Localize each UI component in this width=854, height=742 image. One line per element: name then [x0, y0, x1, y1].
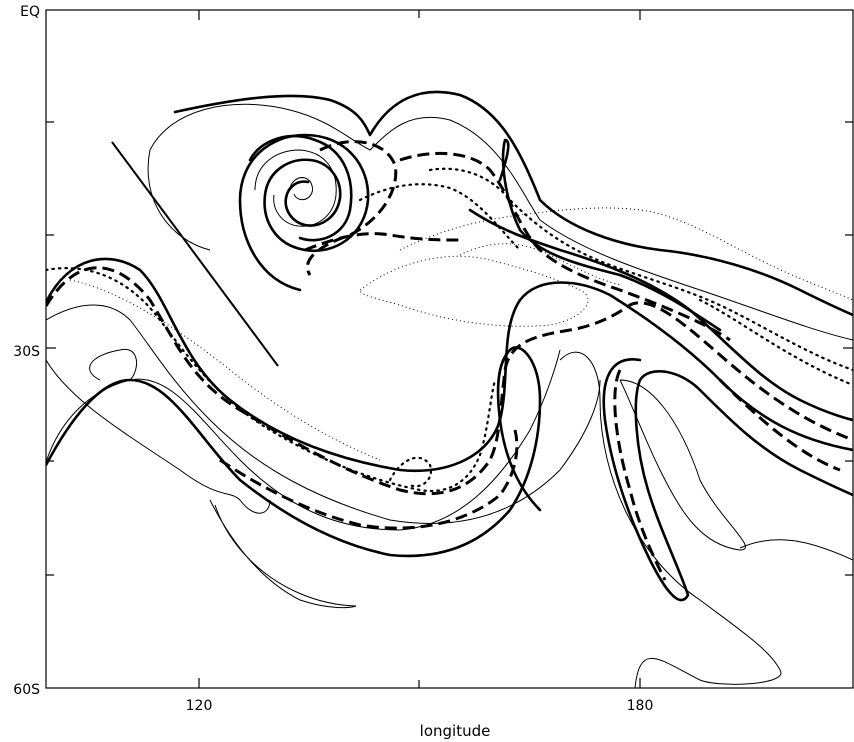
contour-dash-2 [219, 429, 519, 530]
contour-solid-2 [46, 346, 542, 558]
contour-thin-2 [46, 304, 601, 524]
contour-dot-3 [428, 167, 853, 372]
plot-frame [45, 9, 854, 689]
contour-finedot-2 [399, 207, 853, 301]
tick-marks [46, 10, 853, 688]
contour-dash-3 [306, 140, 398, 276]
x-tick-label-120: 120 [186, 698, 213, 714]
contour-dot-1 [46, 267, 497, 493]
contour-finedot-3 [69, 279, 381, 461]
contour-thin-4 [46, 359, 271, 514]
contour-solid-5 [602, 358, 853, 602]
x-tick-label-180: 180 [627, 698, 654, 714]
contour-dash-4 [399, 151, 731, 342]
contour-dot-2 [388, 456, 433, 488]
contour-dash-6 [613, 369, 667, 581]
contour-diagonal [111, 141, 279, 367]
contour-solid-3 [173, 90, 853, 317]
y-tick-label-30s: 30S [13, 344, 40, 360]
y-tick-label-60s: 60S [13, 682, 40, 698]
y-tick-label-eq: EQ [20, 4, 40, 20]
contour-spiral-4 [289, 177, 313, 201]
contour-spiral-1 [238, 133, 370, 292]
contour-finedot-1 [359, 255, 589, 327]
contour-thin-5 [209, 499, 357, 609]
contour-thin-9 [149, 103, 853, 341]
contour-dash-1 [46, 266, 853, 496]
contour-solid-4 [468, 208, 853, 422]
contour-spiral-3 [254, 149, 337, 227]
x-axis-title: longitude [420, 722, 491, 740]
contour-thin-1 [46, 349, 561, 531]
contour-dot-4 [358, 183, 522, 252]
contour-thin-8 [739, 539, 853, 561]
contour-lines [46, 90, 853, 688]
contour-solid-6 [498, 138, 722, 332]
contour-dot-5 [698, 298, 853, 387]
contour-thin-7 [619, 379, 746, 551]
contour-dash-7 [718, 378, 841, 472]
contour-thin-10 [147, 149, 211, 251]
contour-solid-1 [46, 257, 853, 473]
contour-thin-6 [559, 351, 782, 688]
contour-dash-5 [304, 232, 461, 252]
contour-thin-3 [89, 348, 138, 381]
contour-spiral-2 [248, 134, 353, 242]
